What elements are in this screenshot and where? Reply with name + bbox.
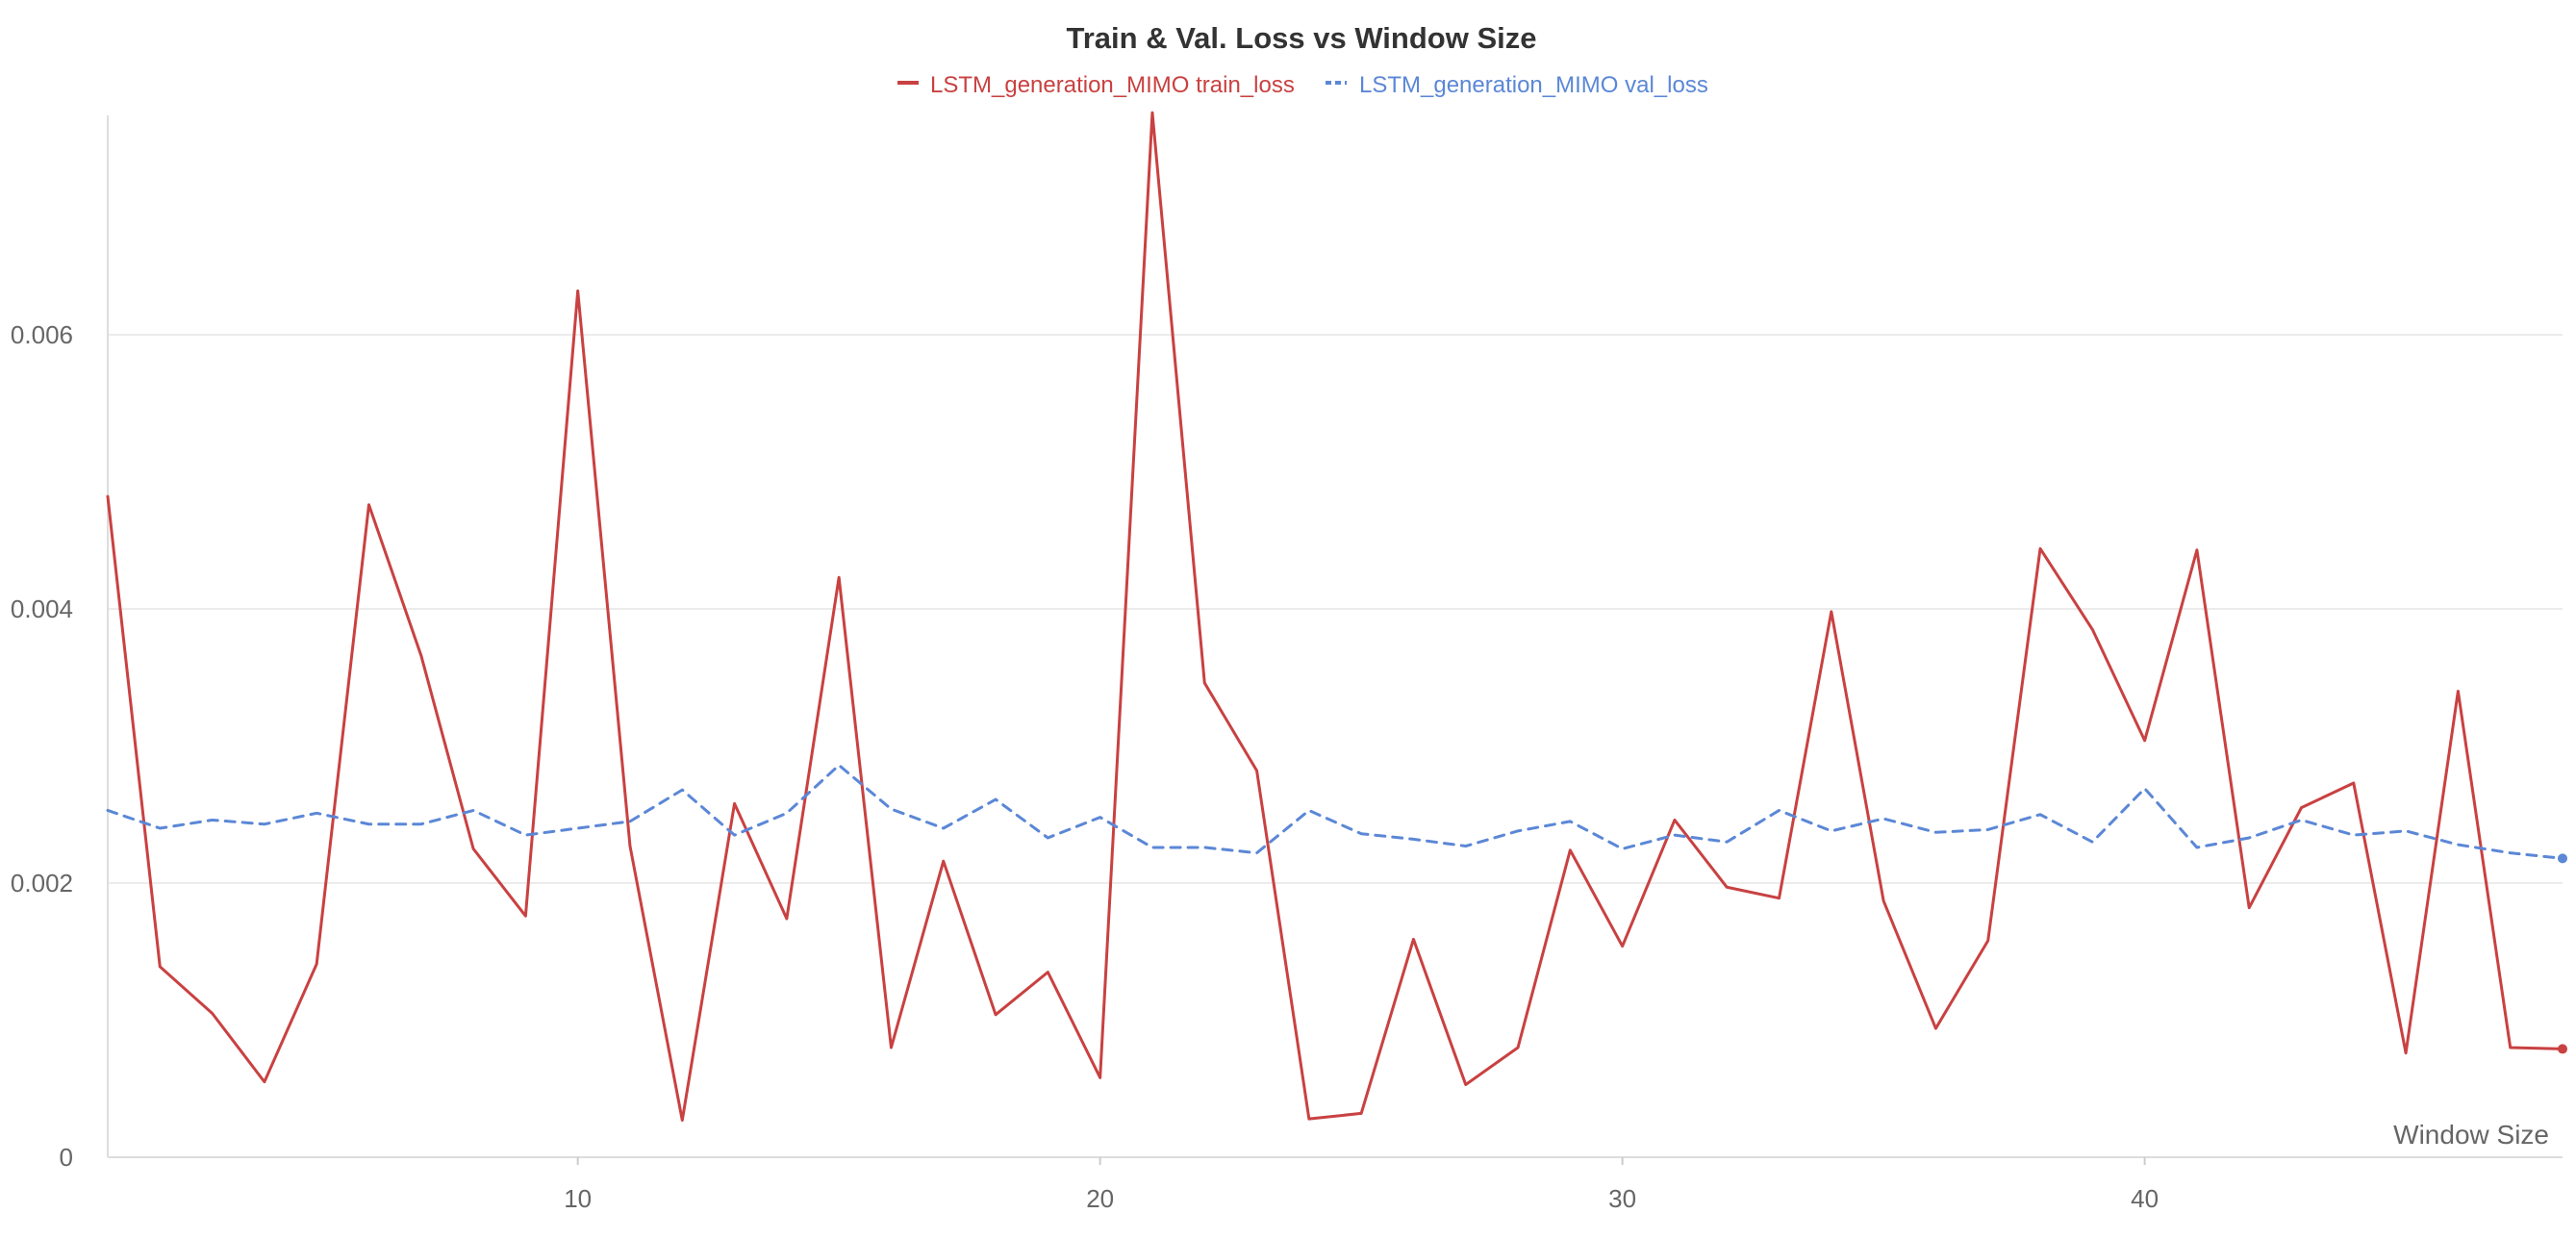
y-tick-label: 0.006 [11,320,73,349]
x-axis-label: Window Size [2393,1120,2549,1150]
x-tick-label: 10 [564,1184,592,1213]
train-loss-end-point [2558,1044,2567,1054]
train-loss-line [106,111,2564,1123]
chart-title: Train & Val. Loss vs Window Size [1067,21,1537,55]
legend[interactable]: LSTM_generation_MIMO train_loss LSTM_gen… [897,72,1708,98]
x-tick-label: 20 [1086,1184,1114,1213]
legend-label-train-loss: LSTM_generation_MIMO train_loss [930,72,1295,98]
legend-label-val-loss: LSTM_generation_MIMO val_loss [1359,72,1708,98]
plot-area: 0 0.002 0.004 0.006 10 20 30 40 Window Size [11,111,2567,1213]
val-loss-line [106,763,2564,860]
y-tick-label: 0.002 [11,869,73,898]
x-tick-label: 30 [1608,1184,1636,1213]
y-tick-label: 0.004 [11,594,73,623]
x-tick-label: 40 [2131,1184,2159,1213]
y-tick-label: 0 [60,1143,73,1172]
val-loss-end-point [2558,853,2567,864]
